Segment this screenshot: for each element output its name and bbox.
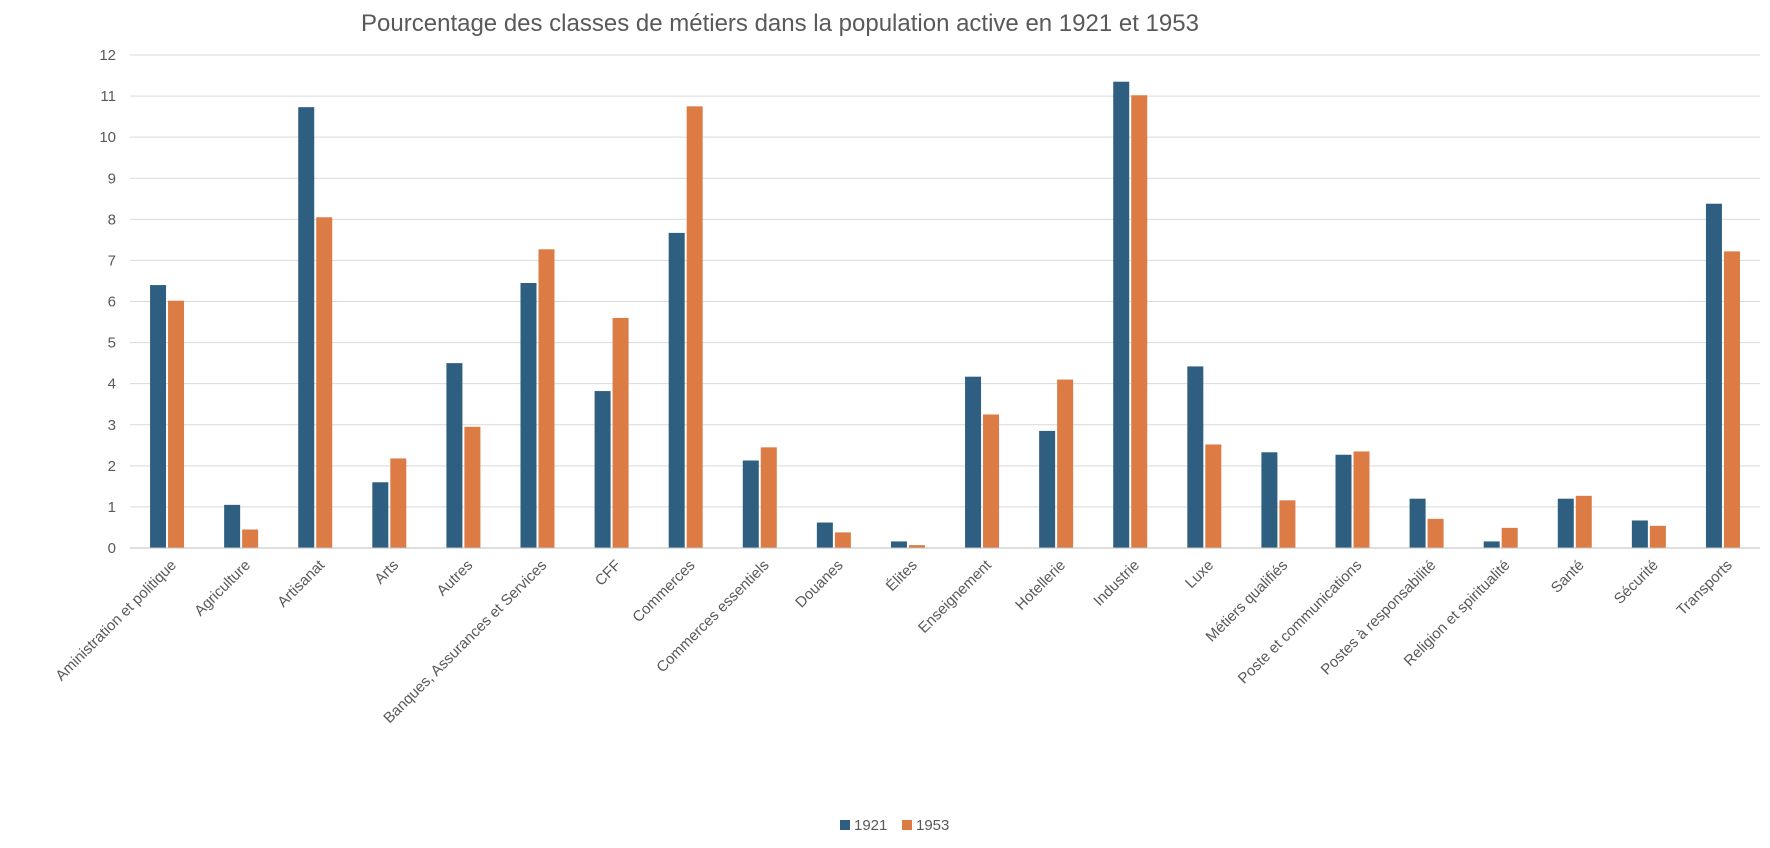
- y-tick-label: 0: [108, 540, 116, 557]
- x-category-label: Arts: [371, 557, 402, 588]
- legend-label: 1953: [916, 817, 949, 834]
- x-category-label: Luxe: [1182, 557, 1217, 592]
- bar-1921: [1705, 203, 1722, 548]
- bar-1953: [464, 426, 481, 548]
- gridlines: [130, 54, 1760, 508]
- bar-1953: [908, 545, 925, 548]
- bar-1953: [1723, 251, 1740, 548]
- x-axis-category-labels: Aministration et politique Agriculture Art…: [52, 556, 1735, 727]
- bar-1921: [298, 107, 315, 548]
- bar-1953: [1057, 379, 1074, 548]
- legend-swatch: [902, 820, 912, 830]
- bar-1921: [1409, 498, 1426, 548]
- bar-1953: [316, 217, 333, 548]
- bar-1921: [890, 541, 907, 548]
- x-category-label: Banques, Assurances et Services: [380, 557, 550, 727]
- legend-label: 1921: [854, 817, 887, 834]
- bar-1953: [242, 529, 259, 548]
- x-category-label: Élites: [883, 557, 921, 595]
- bar-1953: [834, 532, 851, 548]
- bar-1921: [965, 376, 982, 548]
- bar-1953: [1205, 444, 1222, 548]
- bar-1921: [1335, 454, 1352, 548]
- chart-title: Pourcentage des classes de métiers dans …: [361, 10, 1199, 37]
- bar-1953: [168, 300, 185, 548]
- y-tick-label: 3: [108, 417, 116, 434]
- y-tick-label: 5: [108, 335, 116, 352]
- y-tick-label: 12: [99, 47, 116, 64]
- y-tick-label: 9: [108, 170, 116, 187]
- bar-1921: [1631, 520, 1648, 548]
- y-tick-label: 4: [108, 376, 116, 393]
- bar-1953: [1501, 527, 1518, 548]
- bar-1953: [1649, 525, 1666, 548]
- x-category-label: CFF: [592, 557, 625, 590]
- x-category-label: Poste et communications: [1235, 557, 1366, 688]
- bar-1953: [686, 106, 703, 549]
- x-category-label: Aministration et politique: [52, 557, 180, 685]
- bar-1953: [983, 414, 1000, 548]
- bar-1953: [390, 458, 407, 548]
- bar-1953: [760, 447, 777, 548]
- legend-swatch: [840, 820, 850, 830]
- bar-1953: [1427, 518, 1444, 548]
- bar-1953: [612, 317, 629, 548]
- bar-1953: [1353, 451, 1370, 548]
- x-category-label: Douanes: [792, 557, 846, 611]
- y-tick-label: 7: [108, 252, 116, 269]
- y-tick-label: 6: [108, 294, 116, 311]
- y-tick-label: 2: [108, 458, 116, 475]
- x-category-label: Agriculture: [191, 557, 254, 620]
- x-category-label: Industrie: [1090, 557, 1143, 610]
- x-category-label: Autres: [434, 557, 477, 600]
- bar-1921: [594, 391, 611, 548]
- bar-1921: [446, 363, 463, 548]
- bar-1921: [1261, 452, 1278, 548]
- bar-1921: [668, 232, 685, 548]
- bar-1921: [1039, 430, 1056, 548]
- bars: [150, 81, 1740, 549]
- legend: 1921 1953: [840, 817, 949, 834]
- bar-1921: [1187, 366, 1204, 548]
- bar-1921: [150, 285, 167, 548]
- x-category-label: Sécurité: [1611, 557, 1662, 608]
- bar-1921: [742, 460, 759, 548]
- x-category-label: Enseignement: [915, 556, 995, 636]
- x-category-label: Hotellerie: [1012, 557, 1069, 614]
- y-tick-label: 1: [108, 499, 116, 516]
- y-tick-label: 11: [100, 88, 116, 105]
- bar-1953: [1279, 500, 1296, 548]
- bar-1953: [1575, 495, 1592, 548]
- y-tick-label: 8: [108, 211, 116, 228]
- bar-1953: [1131, 95, 1148, 549]
- y-tick-label: 10: [99, 129, 116, 146]
- x-category-label: Artisanat: [274, 556, 328, 610]
- bar-1921: [1113, 81, 1130, 549]
- bar-1921: [372, 482, 389, 548]
- x-category-label: Commerces: [629, 557, 698, 626]
- x-category-label: Santé: [1548, 557, 1588, 597]
- bar-1921: [1483, 541, 1500, 548]
- bar-1921: [1557, 498, 1574, 548]
- bar-1921: [520, 283, 537, 548]
- bar-1953: [538, 249, 555, 549]
- bar-1921: [224, 504, 241, 548]
- bar-1921: [816, 522, 833, 548]
- x-category-label: Transports: [1673, 557, 1735, 619]
